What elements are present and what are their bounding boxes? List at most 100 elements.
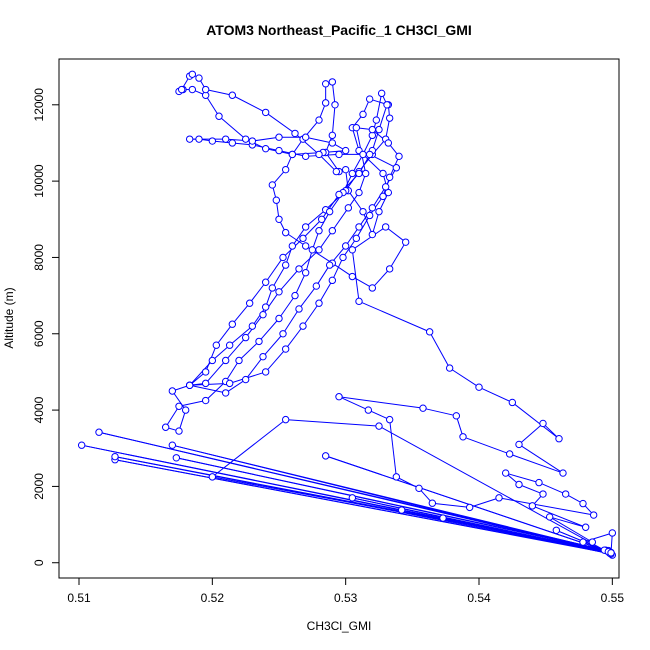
chart-title: ATOM3 Northeast_Pacific_1 CH3Cl_GMI: [206, 22, 472, 38]
series-segment: [251, 306, 267, 327]
data-point: [295, 265, 303, 273]
series-segment: [389, 419, 397, 477]
series-segment: [371, 268, 391, 289]
series-segment: [278, 268, 300, 293]
series-segment: [305, 136, 333, 144]
series-segment: [351, 127, 360, 151]
series-segment: [212, 344, 230, 361]
data-point: [365, 150, 374, 159]
data-point: [275, 133, 283, 141]
data-point: [352, 123, 361, 132]
series-segment: [338, 396, 424, 409]
series-segment: [478, 386, 513, 403]
data-point: [328, 227, 337, 235]
data-point: [201, 396, 210, 405]
series-segment: [331, 81, 336, 105]
series-segment: [582, 532, 613, 543]
series-segment: [385, 226, 406, 243]
series-segment: [285, 419, 380, 427]
series-segment: [265, 257, 284, 283]
data-point: [245, 299, 254, 307]
data-point: [259, 310, 267, 319]
series-segment: [332, 262, 353, 277]
series-segment: [262, 333, 284, 357]
data-point: [328, 131, 337, 140]
series-segment: [338, 396, 369, 411]
data-point: [175, 427, 183, 435]
y-tick-label: 6000: [32, 320, 46, 347]
series-segment: [518, 444, 564, 474]
series-segment: [298, 285, 317, 310]
series-lines: [81, 73, 613, 556]
data-point: [348, 494, 357, 502]
data-point: [225, 341, 234, 349]
series-segment: [432, 502, 470, 508]
data-point: [515, 440, 523, 449]
data-point: [377, 89, 386, 98]
data-point: [608, 529, 617, 537]
series-segment: [176, 457, 609, 552]
data-point: [195, 74, 203, 82]
data-point: [315, 150, 323, 159]
data-point: [279, 253, 287, 262]
series-segment: [321, 194, 340, 220]
data-point: [381, 223, 390, 231]
data-point: [161, 423, 170, 431]
data-point: [111, 452, 119, 461]
data-point: [372, 116, 381, 124]
series-segment: [355, 215, 371, 239]
data-point: [348, 246, 357, 254]
data-point: [299, 322, 307, 330]
series-segment: [422, 407, 457, 417]
data-point: [341, 242, 350, 250]
series-segment: [532, 505, 586, 528]
series-segment: [442, 517, 609, 553]
data-point: [375, 422, 383, 430]
series-segment: [265, 348, 287, 373]
series-segment: [294, 272, 307, 296]
data-point: [465, 503, 474, 512]
data-point: [228, 320, 237, 328]
data-point: [341, 165, 350, 174]
series-segment: [371, 186, 387, 209]
data-point: [515, 480, 523, 489]
data-point: [355, 169, 363, 178]
series-segment: [389, 241, 407, 270]
data-point: [299, 234, 307, 243]
series-segment: [345, 226, 360, 247]
data-point: [272, 196, 281, 204]
data-point: [221, 389, 230, 397]
data-point: [555, 435, 563, 443]
y-axis-label: Altitude (m): [2, 287, 16, 348]
series-segment: [331, 104, 336, 136]
data-point: [291, 129, 299, 138]
series-segment: [518, 484, 544, 495]
data-point: [275, 288, 283, 296]
series-segment: [318, 280, 333, 304]
series-segment: [291, 226, 307, 247]
data-point: [168, 441, 177, 449]
series-segment: [469, 497, 500, 508]
data-point: [368, 284, 377, 292]
data-point: [348, 169, 357, 178]
series-segment: [352, 276, 373, 289]
data-point: [385, 415, 394, 424]
series-segment: [358, 300, 430, 333]
data-point: [315, 299, 323, 307]
data-point: [201, 368, 210, 376]
data-point: [375, 125, 383, 134]
series-segment: [278, 295, 296, 319]
series-segment: [172, 444, 608, 552]
data-point: [259, 352, 267, 361]
data-point: [581, 523, 590, 531]
series-segment: [225, 379, 246, 394]
data-point: [445, 364, 454, 372]
data-point: [495, 494, 503, 502]
data-point: [201, 379, 210, 388]
series-segment: [512, 402, 560, 440]
series-segment: [462, 436, 510, 455]
series-segment: [212, 419, 286, 478]
data-point: [225, 379, 234, 388]
series-segment: [369, 196, 384, 216]
